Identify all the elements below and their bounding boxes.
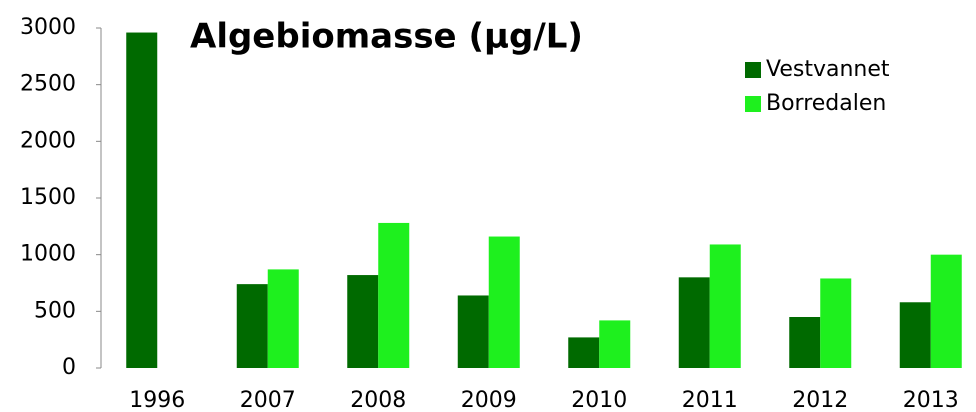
y-tick-label: 500 (34, 298, 76, 323)
bar (488, 236, 520, 368)
bar (789, 317, 821, 368)
x-tick-label: 2010 (571, 388, 627, 412)
legend-swatch (745, 62, 761, 78)
y-tick-label: 2000 (20, 128, 76, 153)
x-tick-label: 2012 (792, 388, 848, 412)
bar (820, 278, 852, 368)
chart-title: Algebiomasse (µg/L) (190, 17, 583, 57)
bar (267, 269, 299, 368)
bar (899, 302, 931, 368)
y-tick-label: 1500 (20, 185, 76, 210)
legend-label: Borredalen (766, 91, 886, 116)
bar (599, 320, 631, 368)
y-tick-label: 1000 (20, 242, 76, 267)
x-tick-label: 2011 (682, 388, 738, 412)
x-tick-label: 2013 (903, 388, 959, 412)
y-tick-label: 3000 (20, 15, 76, 40)
bar (236, 284, 268, 368)
bar (126, 32, 158, 369)
legend-label: Vestvannet (766, 57, 890, 82)
y-tick-label: 2500 (20, 72, 76, 97)
bar (347, 275, 379, 368)
bar (709, 244, 741, 368)
bar (568, 337, 600, 368)
x-tick-label: 1996 (129, 388, 185, 412)
x-tick-label: 2008 (350, 388, 406, 412)
legend-swatch (745, 96, 761, 112)
x-tick-label: 2009 (461, 388, 517, 412)
y-tick-label: 0 (62, 355, 76, 380)
bar (678, 277, 710, 368)
bar (378, 222, 410, 368)
bar (457, 295, 489, 368)
x-tick-label: 2007 (240, 388, 296, 412)
bar (930, 254, 962, 368)
